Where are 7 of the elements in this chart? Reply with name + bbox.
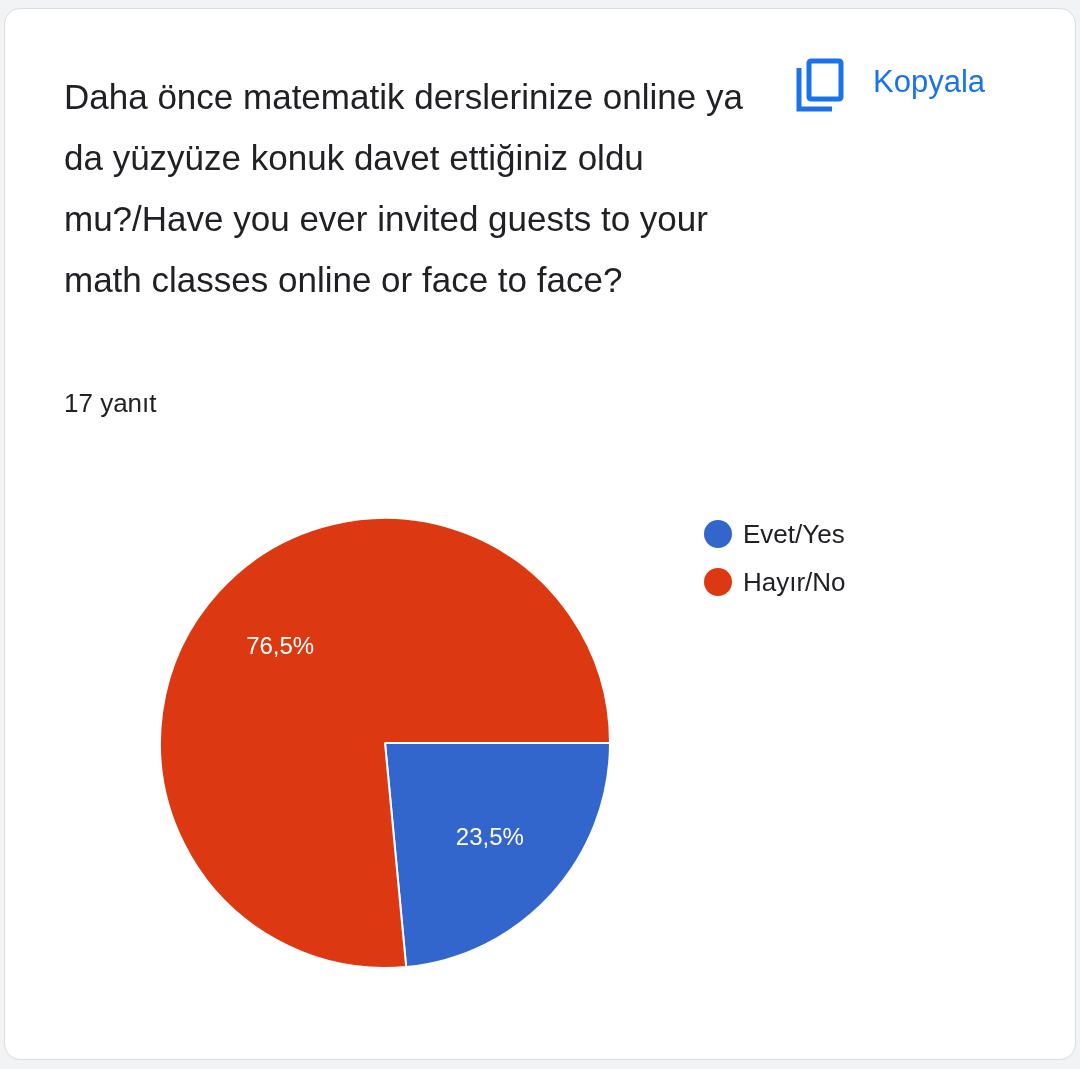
text: Kopyala <box>873 64 986 100</box>
chart-title: Daha önce matematik derslerinize online ya da yüzyüze konuk davet ettiğiniz oldu mu?/Have you ever invited guests to your math classes online or face to face? <box>64 76 744 301</box>
legend-label: Hayır/No <box>743 566 846 598</box>
data-label: 23,5% <box>455 823 524 851</box>
legend-label: Evet/Yes <box>743 518 845 550</box>
chart-subtitle: 17 yanıt <box>64 388 157 419</box>
data-label: 76,5% <box>246 632 315 660</box>
